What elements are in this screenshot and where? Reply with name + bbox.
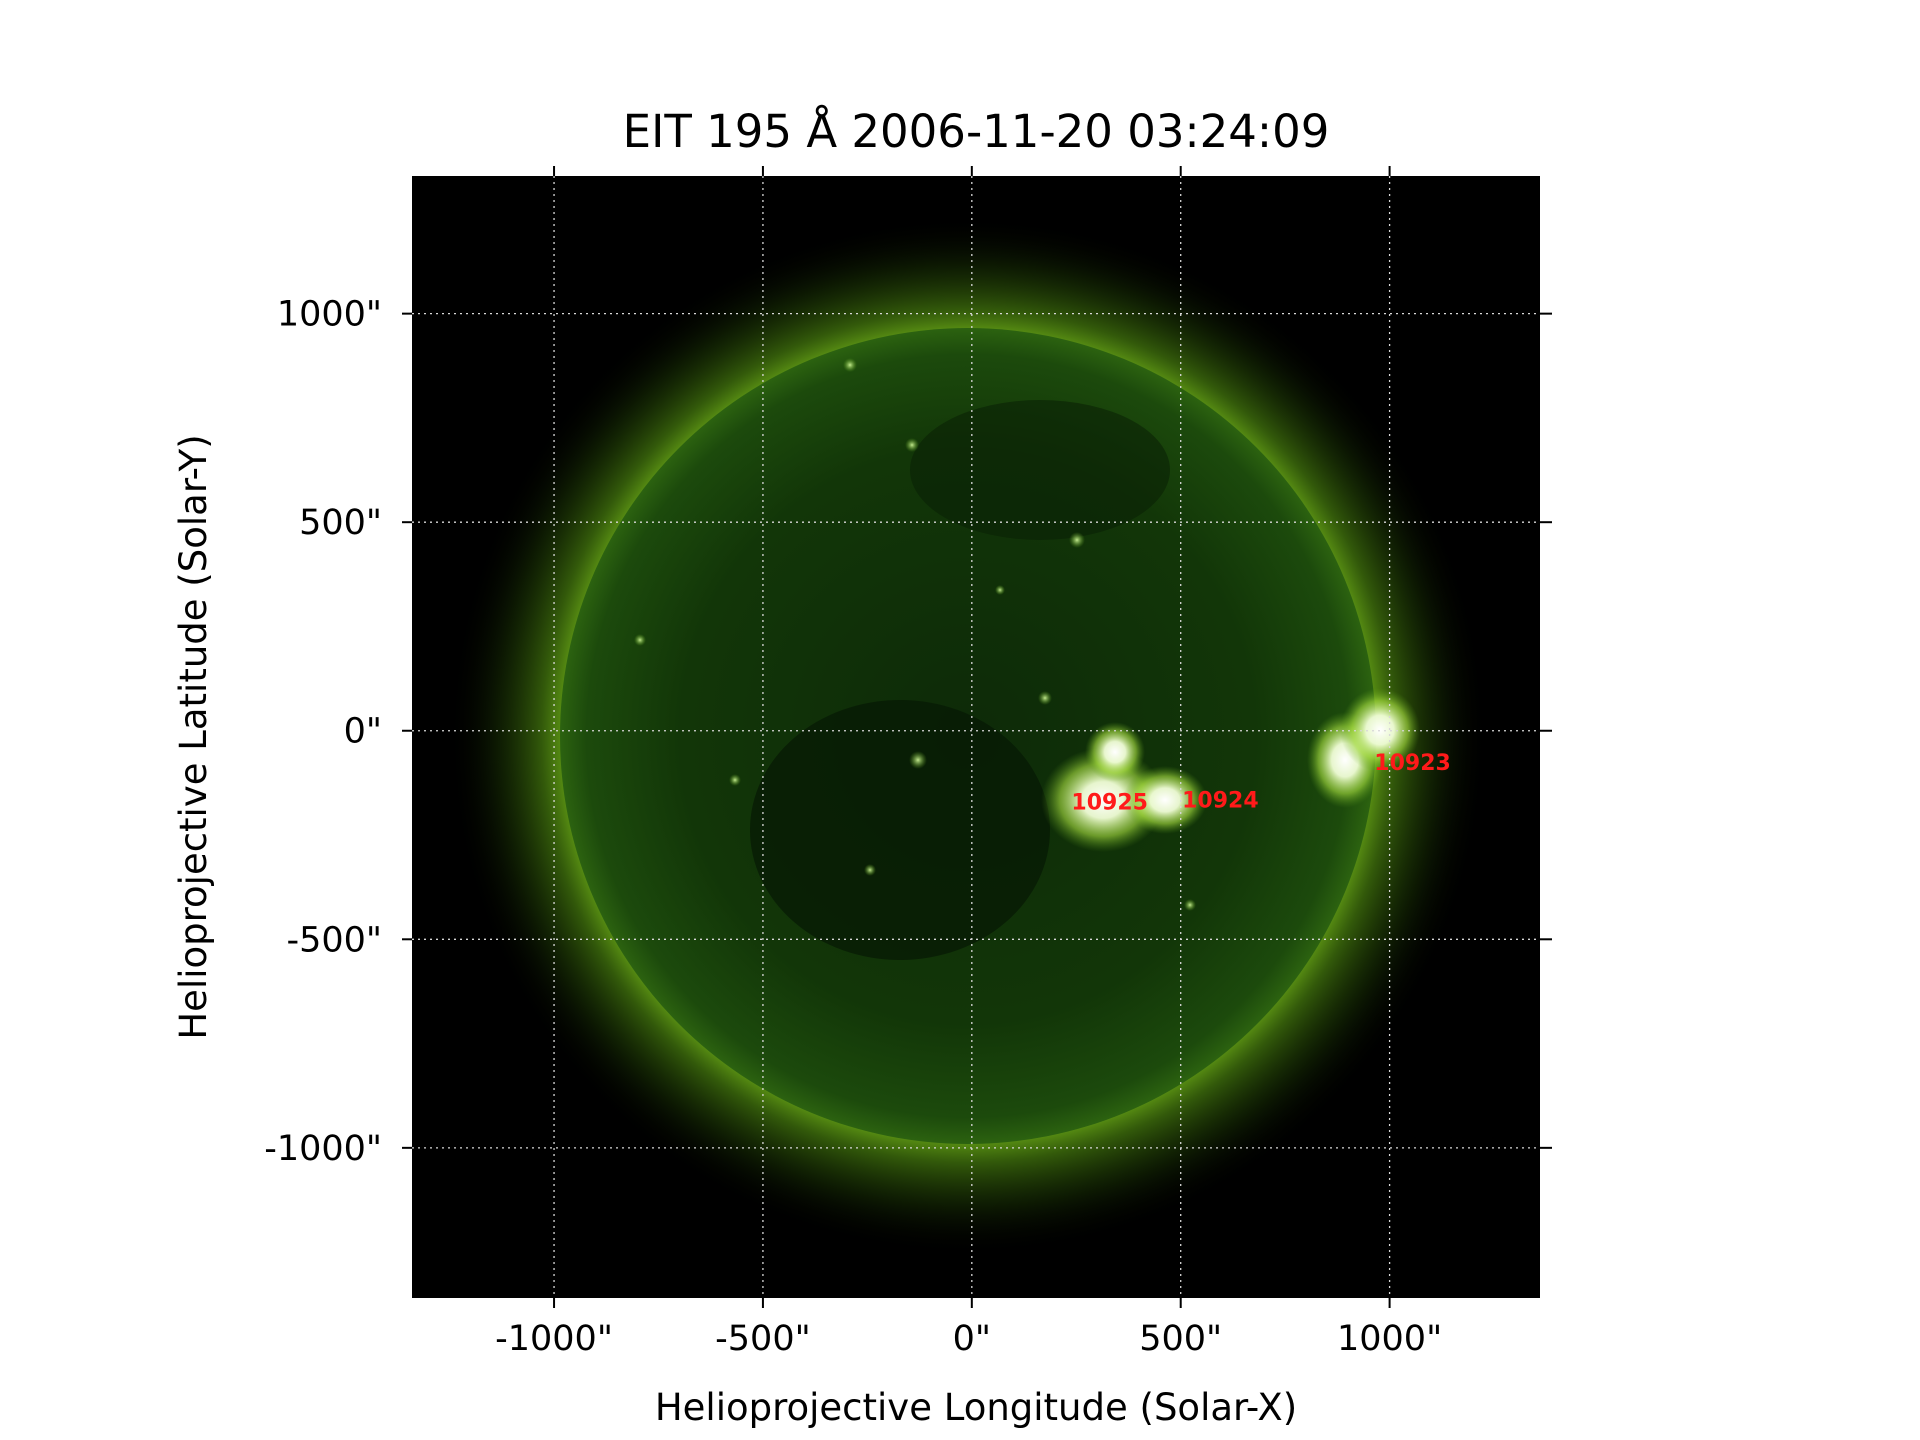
x-tick-label: -500" bbox=[715, 1319, 811, 1359]
axis-ticks bbox=[402, 166, 1552, 1308]
coronal-hole bbox=[750, 700, 1050, 960]
x-axis-label: Helioprojective Longitude (Solar-X) bbox=[655, 1386, 1297, 1429]
tick-labels: -1000" -500" 0" 500" 1000" 1000" 500" 0" -500" -1… bbox=[264, 295, 1442, 1359]
x-tick-label: -1000" bbox=[495, 1319, 613, 1359]
y-tick-label: -1000" bbox=[264, 1129, 382, 1169]
active-region-label: 10924 bbox=[1182, 789, 1259, 814]
y-tick-label: -500" bbox=[286, 920, 382, 960]
x-tick-label: 1000" bbox=[1337, 1319, 1442, 1359]
x-tick-label: 0" bbox=[953, 1319, 991, 1359]
y-tick-label: 1000" bbox=[277, 295, 382, 335]
active-region-label: 10923 bbox=[1374, 751, 1451, 776]
coordinate-grid bbox=[412, 176, 1540, 1298]
y-tick-label: 500" bbox=[299, 503, 382, 543]
figure-title: EIT 195 Å 2006-11-20 03:24:09 bbox=[623, 105, 1330, 158]
active-region-brightenings bbox=[1041, 688, 1420, 852]
active-region-label: 10925 bbox=[1071, 791, 1148, 816]
x-tick-label: 500" bbox=[1139, 1319, 1222, 1359]
solar-image bbox=[412, 176, 1540, 1298]
disk-brightenings bbox=[634, 358, 1196, 911]
y-tick-label: 0" bbox=[344, 712, 382, 752]
active-region-labels: 10925 10924 10923 bbox=[1071, 751, 1450, 816]
coronal-hole bbox=[910, 400, 1170, 540]
y-axis-label: Helioprojective Latitude (Solar-Y) bbox=[172, 434, 215, 1039]
